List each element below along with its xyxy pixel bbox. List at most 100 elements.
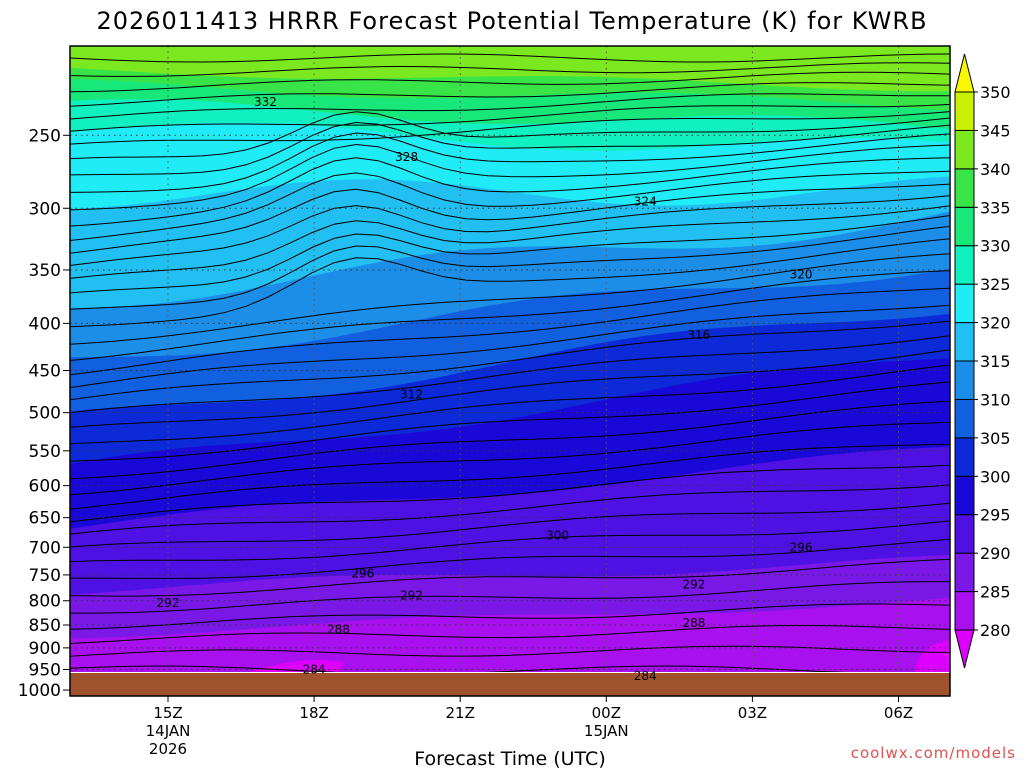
colorbar-segment — [954, 206, 975, 247]
y-tick-label: 450 — [29, 362, 61, 382]
contour-label: 288 — [683, 616, 706, 630]
colorbar-label: 315 — [980, 352, 1011, 371]
y-tick-label: 300 — [29, 199, 61, 219]
temperature-band — [70, 46, 950, 92]
contour-line — [70, 665, 846, 672]
contour-line — [70, 603, 950, 630]
y-tick-label: 250 — [29, 126, 61, 146]
contour-line — [70, 421, 950, 496]
x-tick-label: 21Z — [446, 704, 475, 722]
contour-label: 292 — [683, 577, 706, 591]
colorbar-segment — [954, 591, 975, 631]
contour-label: 312 — [400, 388, 423, 402]
contour-label: 300 — [546, 529, 569, 543]
y-tick-label: 700 — [29, 538, 61, 558]
y-tick-label: 1000 — [18, 681, 61, 701]
x-tick-label: 18Z — [299, 704, 328, 722]
contour-label: 328 — [395, 150, 418, 164]
colorbar-segment — [954, 514, 975, 554]
colorbar-extend-max — [954, 53, 975, 93]
x-axis-label: Forecast Time (UTC) — [414, 748, 605, 768]
contour-line — [70, 624, 950, 644]
x-tick-label: 03Z — [738, 704, 767, 722]
colorbar-segment — [954, 322, 975, 362]
colorbar-label: 335 — [980, 198, 1011, 217]
grid-lines — [70, 46, 950, 673]
colorbar-label: 330 — [980, 237, 1011, 256]
contour-line — [70, 335, 950, 414]
contour-line — [70, 464, 950, 523]
y-tick-label: 750 — [29, 566, 61, 586]
contour-line — [70, 132, 950, 193]
colorbar-label: 305 — [980, 429, 1011, 448]
x-tick-label: 15Z — [153, 704, 182, 722]
contour-line — [70, 82, 950, 107]
colorbar-extend-min — [954, 629, 975, 669]
y-tick-label: 800 — [29, 592, 61, 612]
contour-line — [70, 170, 950, 241]
contour-line — [70, 238, 950, 328]
contour-line — [70, 103, 950, 132]
colorbar-label: 325 — [980, 275, 1011, 294]
contour-line — [70, 645, 950, 657]
contour-line — [70, 225, 950, 310]
colorbar-label: 340 — [980, 160, 1011, 179]
contour-line — [70, 71, 950, 93]
y-tick-label: 650 — [29, 509, 61, 529]
contour-line — [70, 320, 950, 401]
contour-line — [70, 253, 950, 345]
colorbar-label: 290 — [980, 544, 1011, 563]
contour-line — [70, 93, 950, 120]
temperature-bands — [70, 46, 950, 672]
contour-line — [70, 195, 950, 266]
temperature-band — [915, 640, 950, 672]
contour-label: 292 — [157, 596, 180, 610]
x-tick-label: 00Z — [592, 704, 621, 722]
colorbar-segment — [954, 437, 975, 477]
colorbar-label: 285 — [980, 583, 1011, 602]
y-tick-label: 500 — [29, 404, 61, 424]
colorbar-segment — [954, 168, 975, 208]
colorbar-segment — [954, 398, 975, 439]
colorbar-label: 350 — [980, 83, 1011, 102]
contour-line — [70, 53, 950, 63]
colorbar-segment — [954, 360, 975, 400]
colorbar-segment — [954, 475, 975, 516]
contour-line — [70, 484, 950, 535]
contour-line — [70, 157, 950, 227]
contour-label: 296 — [790, 540, 813, 554]
contour-line — [70, 215, 950, 294]
contour-line — [70, 364, 950, 445]
contour-line — [70, 381, 950, 462]
contour-line — [70, 121, 950, 176]
y-tick-label: 900 — [29, 639, 61, 659]
credit-text: coolwx.com/models — [851, 744, 1016, 762]
colorbar-segment — [954, 129, 975, 170]
contour-lines — [70, 53, 950, 672]
contour-line — [70, 287, 950, 376]
colorbar-label: 280 — [980, 621, 1011, 640]
ground-surface — [70, 673, 950, 696]
contour-labels: 3323283243203163123123002962962962922922… — [157, 95, 813, 683]
y-tick-label: 400 — [29, 314, 61, 334]
contour-line — [70, 270, 950, 361]
contour-line — [70, 111, 950, 160]
x-tick-date: 14JAN — [146, 722, 191, 740]
contour-label: 324 — [634, 195, 657, 209]
colorbar-segment — [954, 245, 975, 285]
contour-label: 284 — [634, 669, 657, 683]
y-tick-label: 350 — [29, 261, 61, 281]
colorbar: 280 285 290 295 300 305 310 315 320 325 330 335 340 3… — [954, 53, 1011, 669]
contour-line — [70, 304, 950, 389]
contour-line — [70, 502, 950, 548]
x-tick-date: 15JAN — [584, 722, 629, 740]
colorbar-segment — [954, 283, 975, 324]
y-axis: 250 300 350 400 450 500 550 600 650 700 750 800 850 9… — [18, 126, 70, 701]
contour-line — [70, 520, 950, 563]
contour-label: 332 — [254, 95, 277, 109]
contour-line — [70, 581, 950, 614]
colorbar-label: 300 — [980, 467, 1011, 486]
contour-label: 292 — [400, 589, 423, 603]
